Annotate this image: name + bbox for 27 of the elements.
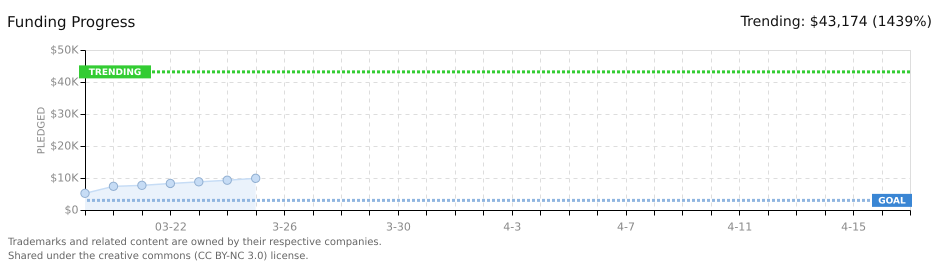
y-tick-label: $50K (50, 44, 80, 56)
text: Trending: $43,174 (1439%) (740, 14, 932, 30)
y-tick-label: $30K (50, 108, 80, 120)
x-tick-label: 3-26 (272, 220, 298, 234)
text: Shared under the creative commons (CC BY-NC 3.0) license. (8, 251, 309, 262)
point (251, 174, 260, 183)
point (194, 177, 204, 187)
y-tick-label: $40K (50, 76, 80, 88)
x-tick-label: 4-7 (617, 220, 635, 234)
x-tick-label: 3-30 (386, 220, 411, 234)
x-tick-label: 03-22 (154, 220, 187, 234)
y-tick-label: $10K (50, 172, 80, 184)
point (108, 182, 118, 191)
y-tick-label: $0 (64, 204, 78, 216)
point (80, 188, 90, 198)
ref-line-label: TRENDING (88, 68, 142, 78)
point (166, 178, 176, 188)
y-tick-label: $20K (50, 140, 80, 152)
x-tick-label: 4-11 (727, 220, 752, 234)
chart-title: Funding Progress (7, 13, 136, 31)
point (137, 180, 147, 190)
text: Trademarks and related content are owned by their respective companies. (7, 237, 382, 248)
x-tick-label: 4-15 (841, 220, 866, 234)
x-tick-label: 4-3 (503, 220, 522, 234)
y-axis-title: PLEDGED (36, 106, 48, 154)
ref-line-label: GOAL (878, 196, 906, 206)
point (222, 176, 232, 185)
